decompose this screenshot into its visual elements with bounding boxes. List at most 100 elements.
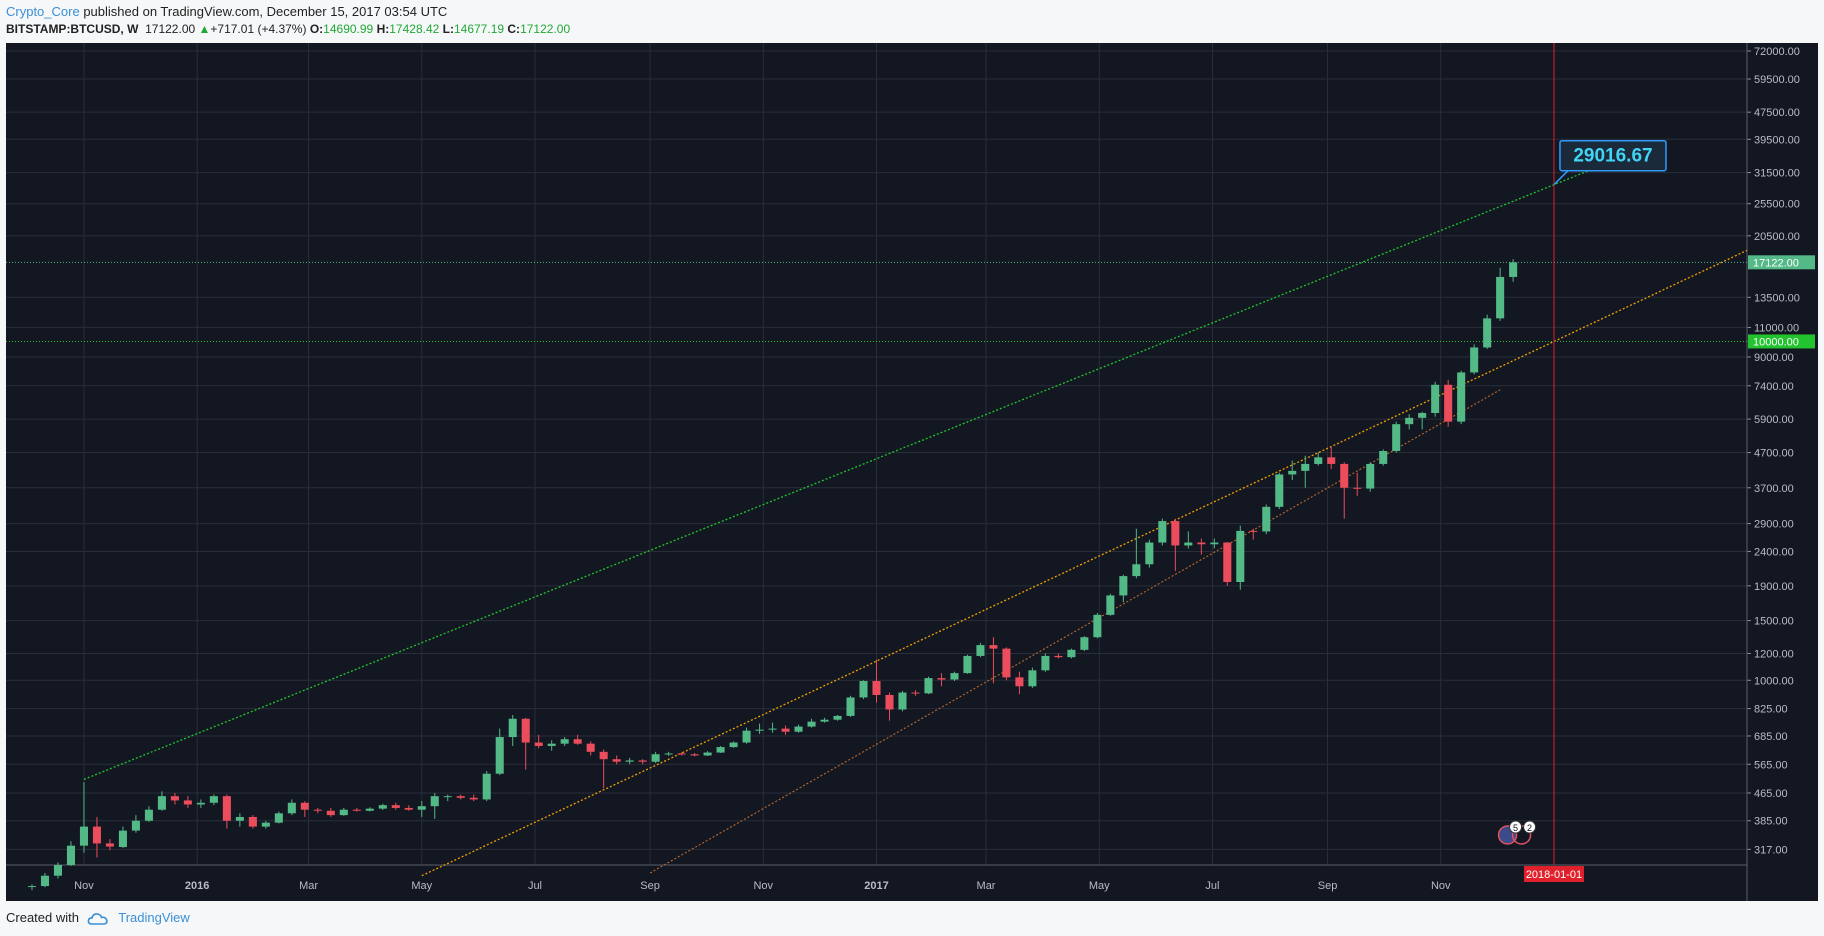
low-value: 14677.19 <box>453 22 505 36</box>
candle-body <box>365 808 374 811</box>
date-marker-label: 2018-01-01 <box>1526 869 1582 881</box>
price-chart[interactable]: 72000.00 59500.00 47500.00 39500.00 31500.00… <box>6 43 1818 901</box>
candle-body <box>573 739 582 744</box>
y-tick-label: 465.00 <box>1754 788 1788 800</box>
candle-body <box>1041 655 1050 671</box>
candle-body <box>1223 542 1232 583</box>
low-label: L: <box>442 22 454 36</box>
publish-line: Crypto_Core published on TradingView.com… <box>6 4 447 19</box>
y-tick-label: 31500.00 <box>1754 168 1800 180</box>
candle-body <box>625 760 634 762</box>
y-tick-label: 5900.00 <box>1754 414 1794 426</box>
event-count-badge[interactable] <box>1523 820 1537 834</box>
candle-body <box>1119 576 1128 596</box>
x-tick-label: Nov <box>74 880 94 892</box>
candle-body <box>352 809 361 811</box>
candle-body <box>1392 424 1401 451</box>
candle-body <box>1509 262 1518 277</box>
y-tick-label: 1200.00 <box>1754 648 1794 660</box>
candle-body <box>794 726 803 732</box>
event-count-badge[interactable] <box>1509 820 1523 834</box>
candle-body <box>1275 474 1284 507</box>
candle-body <box>1002 648 1011 678</box>
candle-body <box>53 865 62 876</box>
candle-body <box>1327 457 1336 464</box>
symbol-label: BITSTAMP:BTCUSD, W <box>6 22 139 36</box>
y-tick-label: 11000.00 <box>1754 322 1799 334</box>
candle-body <box>1314 457 1323 464</box>
candle-body <box>833 715 842 720</box>
candle-body <box>1106 595 1115 615</box>
candle-body <box>1431 384 1440 413</box>
candle-body <box>482 773 491 800</box>
tradingview-link[interactable]: TradingView <box>118 910 190 925</box>
candle-body <box>1483 318 1492 348</box>
candle-body <box>118 830 127 848</box>
candle-body <box>1210 542 1219 545</box>
candle-body <box>404 807 413 810</box>
candle-body <box>599 751 608 760</box>
author-link[interactable]: Crypto_Core <box>6 4 80 19</box>
candle-body <box>521 718 530 743</box>
x-tick-label: Mar <box>299 880 318 892</box>
callout-pointer <box>1553 170 1569 186</box>
high-value: 17428.42 <box>389 22 440 36</box>
callout-box[interactable] <box>1559 139 1667 172</box>
price-level-badge <box>1748 334 1815 349</box>
publish-info: published on TradingView.com, December 1… <box>79 4 448 19</box>
x-tick-label: Sep <box>640 880 660 892</box>
x-tick-label: May <box>411 880 432 892</box>
y-tick-label: 1500.00 <box>1754 616 1794 628</box>
high-label: H: <box>376 22 390 36</box>
candle-body <box>612 759 621 762</box>
candle-body <box>261 822 270 827</box>
candle-body <box>1093 614 1102 638</box>
created-with-label: Created with <box>6 910 79 925</box>
candle-body <box>1379 450 1388 464</box>
y-tick-label: 317.00 <box>1754 844 1788 856</box>
candle-body <box>1067 649 1076 658</box>
candle-body <box>417 806 426 810</box>
close-label: C: <box>507 22 521 36</box>
candle-body <box>131 820 140 831</box>
x-tick-label: 2017 <box>864 880 888 892</box>
candle-body <box>313 809 322 811</box>
candle-body <box>664 753 673 755</box>
x-tick-label: Nov <box>753 880 773 892</box>
price-level-label: 17122.00 <box>1753 257 1799 269</box>
y-tick-label: 72000.00 <box>1754 46 1800 58</box>
candle-body <box>1288 470 1297 475</box>
y-tick-label: 685.00 <box>1754 731 1788 743</box>
price-change: +717.01 (+4.37%) <box>210 22 307 36</box>
candle-body <box>1366 463 1375 489</box>
candle-body <box>1444 384 1453 422</box>
candle-body <box>1184 542 1193 546</box>
y-tick-label: 20500.00 <box>1754 231 1800 243</box>
candle-body <box>1301 463 1310 471</box>
candle-body <box>1158 521 1167 543</box>
candle-body <box>924 678 933 694</box>
candle-body <box>508 718 517 738</box>
candle-body <box>976 645 985 656</box>
candle-body <box>1132 564 1141 577</box>
candle-body <box>781 728 790 732</box>
close-value: 17122.00 <box>520 22 571 36</box>
y-tick-label: 4700.00 <box>1754 448 1794 460</box>
candle-body <box>859 681 868 698</box>
candle-body <box>105 843 114 847</box>
candle-body <box>495 737 504 774</box>
candle-body <box>1028 670 1037 687</box>
candle-body <box>1353 487 1362 489</box>
event-count-label: 2 <box>1527 823 1532 833</box>
candle-body <box>1054 655 1063 658</box>
candle-body <box>339 809 348 816</box>
y-tick-label: 3700.00 <box>1754 483 1794 495</box>
y-tick-label: 9000.00 <box>1754 352 1794 364</box>
y-tick-label: 1900.00 <box>1754 581 1794 593</box>
y-tick-label: 825.00 <box>1754 704 1788 716</box>
price-level-badge <box>1748 255 1815 270</box>
candle-body <box>937 678 946 680</box>
candle-body <box>443 796 452 798</box>
x-tick-label: Jul <box>1205 880 1219 892</box>
candle-body <box>1249 530 1258 532</box>
